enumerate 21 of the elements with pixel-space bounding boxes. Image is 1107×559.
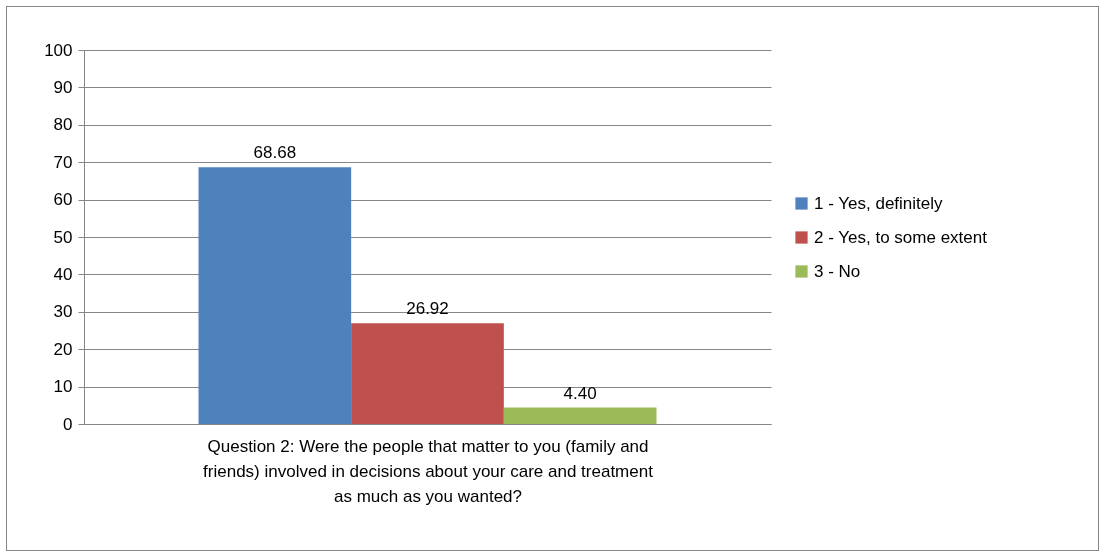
y-tick-label: 0	[63, 414, 73, 434]
y-tick-label: 60	[53, 190, 73, 210]
x-axis-title: Question 2: Were the people that matter to you (family and friends) involved in decisions about your care and treatment as much as you wanted?	[203, 436, 654, 506]
y-tick-label: 50	[53, 227, 73, 247]
y-tick-label: 70	[53, 152, 73, 172]
data-label: 26.92	[406, 299, 449, 319]
data-label: 4.40	[563, 383, 597, 403]
y-tick-label: 100	[44, 40, 73, 60]
legend-label: 2 - Yes, to some extent	[814, 227, 988, 247]
bar	[351, 323, 504, 424]
y-tick-label: 40	[53, 264, 73, 284]
data-label: 68.68	[253, 143, 297, 163]
y-tick-label: 20	[53, 339, 73, 359]
bar	[198, 167, 352, 424]
bar	[503, 407, 657, 424]
y-tick-label: 80	[53, 115, 73, 135]
y-tick-label: 30	[53, 302, 73, 322]
legend-label: 3 - No	[814, 261, 861, 281]
y-tick-label: 90	[53, 77, 73, 97]
legend-label: 1 - Yes, definitely	[814, 193, 944, 213]
y-tick-label: 10	[53, 377, 73, 397]
